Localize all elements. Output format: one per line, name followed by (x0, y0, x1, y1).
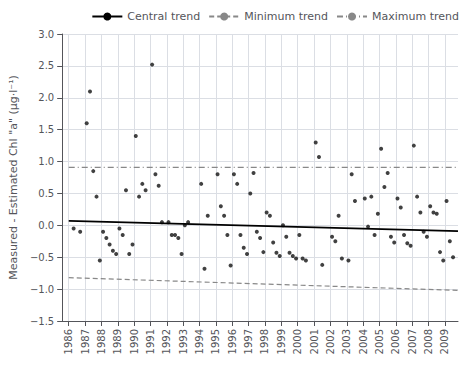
svg-text:1995: 1995 (210, 329, 221, 354)
svg-text:1998: 1998 (259, 329, 270, 354)
svg-text:−0.5: −0.5 (30, 252, 54, 263)
svg-text:0.0: 0.0 (38, 220, 54, 231)
svg-text:2.5: 2.5 (38, 60, 54, 71)
svg-text:2004: 2004 (358, 329, 369, 354)
svg-text:1996: 1996 (227, 329, 238, 354)
svg-text:Minimum trend: Minimum trend (244, 10, 328, 23)
svg-text:Measured - Estimated Chl "a" (: Measured - Estimated Chl "a" (μg·l⁻¹) (7, 75, 20, 280)
svg-text:1999: 1999 (276, 329, 287, 354)
svg-text:1.0: 1.0 (38, 156, 54, 167)
svg-text:1988: 1988 (96, 329, 107, 354)
svg-text:Maximum trend: Maximum trend (372, 10, 459, 23)
svg-text:2008: 2008 (423, 329, 434, 354)
svg-text:2005: 2005 (374, 329, 385, 354)
svg-text:Central trend: Central trend (127, 10, 200, 23)
svg-text:2.0: 2.0 (38, 92, 54, 103)
svg-text:2007: 2007 (407, 329, 418, 354)
svg-text:1993: 1993 (178, 329, 189, 354)
svg-text:1997: 1997 (243, 329, 254, 354)
svg-text:2009: 2009 (439, 329, 450, 354)
svg-text:2001: 2001 (309, 329, 320, 354)
svg-text:−1.5: −1.5 (30, 316, 54, 327)
svg-text:−1.0: −1.0 (30, 284, 54, 295)
svg-text:1989: 1989 (112, 329, 123, 354)
svg-text:2000: 2000 (292, 329, 303, 354)
svg-text:1990: 1990 (129, 329, 140, 354)
svg-text:1.5: 1.5 (38, 124, 54, 135)
svg-text:2006: 2006 (390, 329, 401, 354)
svg-text:1994: 1994 (194, 329, 205, 354)
svg-text:2002: 2002 (325, 329, 336, 354)
svg-text:3.0: 3.0 (38, 29, 54, 40)
svg-text:1986: 1986 (63, 329, 74, 354)
svg-text:1992: 1992 (161, 329, 172, 354)
svg-text:1991: 1991 (145, 329, 156, 354)
svg-text:0.5: 0.5 (38, 188, 54, 199)
svg-text:2003: 2003 (341, 329, 352, 354)
svg-text:1987: 1987 (80, 329, 91, 354)
